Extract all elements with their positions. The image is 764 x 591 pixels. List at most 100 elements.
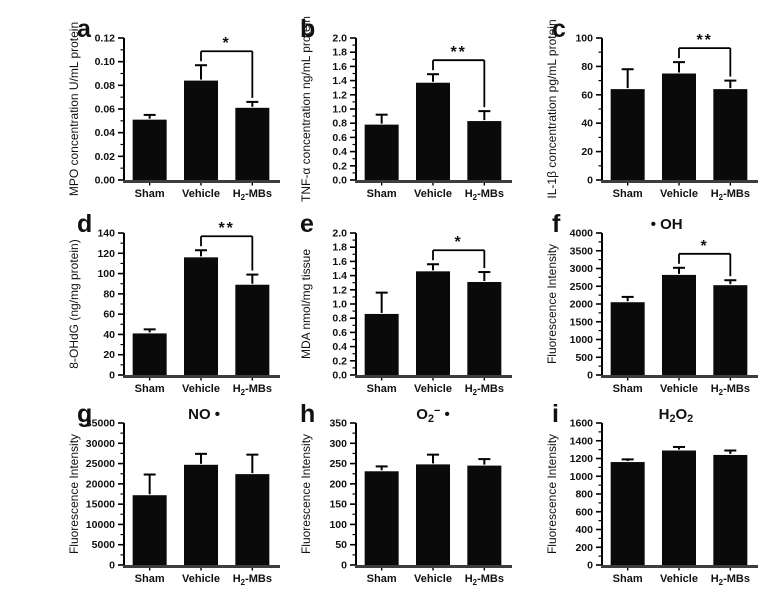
y-ticks: 0 5000 10000 15000 20000 25000 30000 35000 (86, 418, 124, 572)
y-tick-label: 20 (103, 349, 115, 361)
bar-chart-g: 0 5000 10000 15000 20000 25000 30000 35000 Sham V… (67, 406, 280, 587)
y-tick-label: 30000 (86, 438, 115, 450)
bar-vehicle (184, 464, 218, 565)
significance-bracket (678, 47, 732, 77)
y-ticks: 0 500 1000 1500 2000 2500 3000 3500 4000 (570, 228, 602, 382)
bars (132, 249, 270, 381)
y-tick-label: 400 (575, 524, 593, 536)
y-tick-label: 0 (587, 175, 593, 187)
y-tick-label: 40 (581, 118, 593, 130)
y-tick-label: 200 (329, 478, 347, 490)
y-ticks: 0 20 40 60 80 100 120 140 (97, 228, 124, 382)
bars (610, 266, 748, 381)
y-ticks: 0 20 40 60 80 100 (575, 33, 602, 187)
x-tick-label: Sham (135, 573, 165, 585)
y-tick-label: 250 (329, 458, 347, 470)
y-tick-label: 0.12 (95, 33, 116, 45)
figure-grid: a 0.00 0.02 0.04 0.06 0.08 0.10 0.12 Sham Vehicl… (40, 15, 758, 587)
y-tick-label: 80 (581, 61, 593, 73)
y-tick-label: 0.04 (95, 127, 116, 139)
bars (364, 73, 502, 186)
significance-bracket (200, 235, 254, 271)
y-tick-label: 1.4 (332, 75, 347, 87)
x-tick-label: Sham (135, 188, 165, 200)
y-ticks: 0.0 0.2 0.4 0.6 0.8 1.0 1.2 1.4 1.6 1.8 2.0 (332, 228, 356, 382)
y-tick-label: 1.0 (332, 104, 347, 116)
bar-sham (364, 313, 399, 375)
y-tick-label: 50 (335, 539, 347, 551)
x-tick-label: Sham (613, 573, 643, 585)
panel-a: a 0.00 0.02 0.04 0.06 0.08 0.10 0.12 Sham Vehicl… (40, 16, 280, 202)
y-tick-label: 0.10 (95, 56, 116, 68)
bars (610, 445, 748, 571)
y-axis-label: Fluorescence Intensity (299, 434, 313, 554)
panel-letter-d: d (77, 210, 93, 238)
y-tick-label: 2500 (570, 281, 594, 293)
panel-letter-g: g (77, 400, 93, 428)
y-tick-label: 25000 (86, 458, 115, 470)
x-tick-label: Sham (613, 188, 643, 200)
panel-i: i 0 200 400 600 800 1000 1200 1400 1600 Sham Vehic… (544, 400, 758, 587)
y-tick-label: 100 (97, 268, 115, 280)
x-tick-label: H2-MBs (711, 573, 750, 587)
y-axis-label: Fluorescence Intensity (67, 434, 81, 554)
y-tick-label: 200 (575, 542, 593, 554)
y-tick-label: 1.0 (332, 299, 347, 311)
significance-label: * (455, 234, 463, 251)
bar-vehicle (662, 450, 696, 565)
bar-sham (610, 89, 645, 180)
significance-label: ** (218, 220, 234, 237)
chart-title: H2O2 (659, 406, 694, 425)
bar-chart-b: 0.0 0.2 0.4 0.6 0.8 1.0 1.2 1.4 1.6 1.8 2.0 Sham Veh… (299, 16, 512, 202)
x-tick-label: Sham (135, 383, 165, 395)
y-tick-label: 0.8 (332, 118, 347, 130)
panel-letter-c: c (552, 15, 566, 43)
y-tick-label: 80 (103, 288, 115, 300)
y-tick-label: 2.0 (332, 228, 347, 240)
y-tick-label: 3000 (570, 263, 594, 275)
y-tick-label: 800 (575, 489, 593, 501)
y-tick-label: 500 (575, 352, 593, 364)
y-tick-label: 300 (329, 438, 347, 450)
bars (132, 452, 270, 571)
y-tick-label: 0.4 (332, 341, 347, 353)
bar-chart-i: 0 200 400 600 800 1000 1200 1400 1600 Sham Vehicle… (545, 406, 758, 587)
x-tick-label: Sham (367, 573, 397, 585)
y-tick-label: 0.8 (332, 313, 347, 325)
y-tick-label: 0.4 (332, 146, 347, 158)
y-axis-label: 8-OHdG (ng/mg protein) (67, 239, 81, 368)
y-tick-label: 0.0 (332, 370, 347, 382)
y-tick-label: 1.2 (332, 284, 347, 296)
y-tick-label: 15000 (86, 499, 115, 511)
bar-sham (132, 495, 167, 565)
y-tick-label: 150 (329, 499, 347, 511)
y-tick-label: 0 (341, 560, 347, 572)
bar-vehicle (184, 80, 218, 180)
y-tick-label: 0.08 (95, 80, 116, 92)
y-tick-label: 100 (575, 33, 593, 45)
x-tick-label: H2-MBs (465, 573, 504, 587)
x-tick-label: Sham (367, 383, 397, 395)
panel-letter-i: i (552, 400, 559, 428)
panel-g: g 0 5000 10000 15000 20000 25000 30000 35000 Sha… (40, 400, 280, 587)
panel-e: e 0.0 0.2 0.4 0.6 0.8 1.0 1.2 1.4 1.6 1.8 2.0 Sham V… (292, 210, 512, 397)
x-tick-label: Vehicle (182, 383, 220, 395)
bar-h2-mbs (467, 121, 502, 180)
bar-vehicle (416, 271, 450, 375)
chart-title: NO • (188, 406, 220, 423)
y-tick-label: 60 (581, 89, 593, 101)
bar-chart-f: 0 500 1000 1500 2000 2500 3000 3500 4000 Sham Vehi… (545, 216, 758, 397)
y-tick-label: 40 (103, 329, 115, 341)
y-tick-label: 140 (97, 228, 115, 240)
y-tick-label: 0.0 (332, 175, 347, 187)
chart-title: • OH (651, 216, 683, 233)
y-tick-label: 1.8 (332, 242, 347, 254)
y-tick-label: 0 (109, 370, 115, 382)
x-tick-label: H2-MBs (465, 188, 504, 202)
y-tick-label: 1.6 (332, 61, 347, 73)
bar-sham (132, 119, 167, 180)
panel-letter-e: e (300, 210, 314, 238)
bar-h2-mbs (235, 107, 270, 180)
bar-chart-a: 0.00 0.02 0.04 0.06 0.08 0.10 0.12 Sham Vehicle H… (67, 22, 280, 202)
bars (610, 61, 748, 186)
